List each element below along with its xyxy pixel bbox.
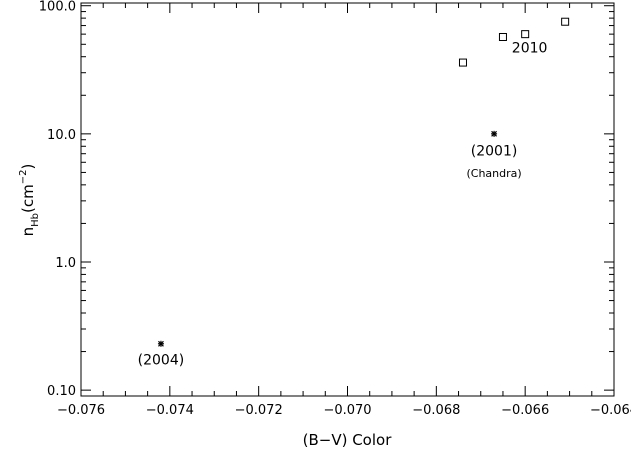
square-marker (498, 32, 507, 41)
x-tick-label: −0.074 (146, 403, 194, 418)
x-tick-label: −0.068 (412, 403, 460, 418)
star-marker (491, 130, 498, 137)
square-marker (561, 17, 570, 26)
y-axis-label-base: n (19, 227, 37, 237)
data-points (157, 17, 570, 347)
x-tick-label: −0.064 (590, 403, 631, 418)
x-tick-label: −0.072 (235, 403, 283, 418)
square-marker (521, 30, 530, 39)
y-axis-label-unit-close: ) (19, 164, 37, 170)
x-tick-label: −0.070 (323, 403, 371, 418)
y-tick-label: 1.0 (55, 256, 76, 271)
x-tick-label: −0.066 (501, 403, 549, 418)
x-axis-label: (B−V) Color (303, 431, 393, 449)
y-axis-ticks: 0.10 1.0 10.0 100.0 (39, 0, 614, 399)
y-axis-label: nHb(cm−2) (18, 164, 41, 237)
y-axis-label-superscript: −2 (18, 170, 29, 185)
square-marker (458, 58, 467, 67)
annotation-label: (2001) (471, 143, 518, 159)
y-axis-label-unit-open: (cm (19, 184, 37, 213)
annotation-label: (Chandra) (466, 167, 521, 180)
y-axis-label-subscript: Hb (30, 213, 41, 227)
annotation-label: (2004) (138, 353, 185, 369)
star-marker (157, 340, 164, 347)
y-tick-label: 10.0 (47, 128, 76, 143)
y-tick-label: 100.0 (39, 0, 76, 15)
annotation-label: 2010 (512, 41, 548, 57)
annotations: 2010 (2001) (Chandra) (2004) (138, 41, 548, 369)
plot-frame (80, 2, 615, 397)
y-tick-label: 0.10 (47, 384, 76, 399)
x-tick-label: −0.076 (57, 403, 105, 418)
x-axis-ticks: −0.076 −0.074 −0.072 −0.070 −0.068 −0.066 −0.0… (57, 3, 631, 418)
